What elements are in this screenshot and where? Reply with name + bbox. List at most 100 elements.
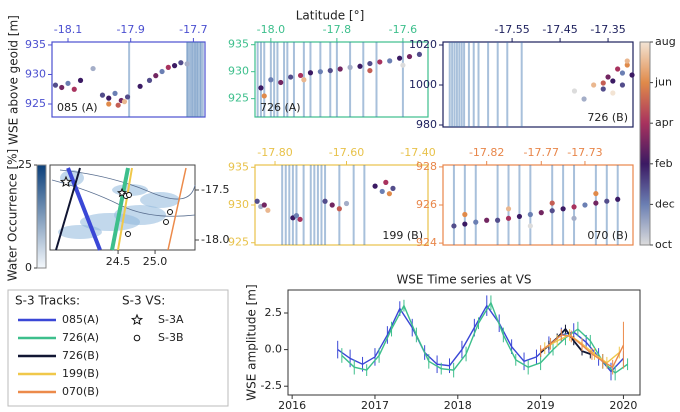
point [178, 60, 184, 66]
x-tick-label: -17.55 [494, 23, 529, 36]
y-tick-label: 925 [228, 92, 249, 105]
point [184, 61, 190, 67]
point [571, 204, 577, 210]
point [146, 77, 153, 83]
point [121, 99, 128, 105]
colorbar-tick-label: aug [655, 35, 676, 48]
y-tick-label: 930 [228, 65, 249, 78]
point [527, 211, 533, 218]
x-axis-label: Latitude [°] [296, 9, 365, 23]
x-tick-label: -17.6 [389, 23, 417, 36]
point [65, 80, 71, 86]
legend-label: 070(B) [62, 385, 99, 398]
point [593, 190, 599, 197]
x-tick-label: 2019 [527, 399, 555, 412]
vs-s3a [59, 175, 73, 188]
y-tick-label: 1000 [409, 78, 437, 91]
point [383, 179, 389, 185]
plot-area [51, 41, 206, 118]
point [52, 82, 59, 88]
point [397, 55, 403, 61]
x-tick-label: -17.40 [400, 146, 435, 159]
point [400, 62, 406, 68]
y-tick-label: 930 [228, 198, 249, 211]
y-tick-label: 930 [25, 67, 46, 80]
point [610, 90, 616, 96]
x-tick-label: -17.9 [116, 23, 144, 36]
point [484, 217, 490, 223]
legend-box [7, 289, 229, 407]
y-tick-label: 935 [228, 38, 249, 51]
colorbar-tick-label: 25 [18, 158, 32, 171]
point [153, 73, 159, 79]
point [505, 215, 512, 221]
track [110, 167, 130, 251]
point [406, 53, 413, 60]
point [77, 77, 84, 83]
vs-s3b [126, 192, 132, 198]
point [591, 82, 597, 88]
point [600, 80, 606, 86]
point [619, 82, 626, 88]
x-tick-label: 2017 [361, 399, 389, 412]
legend-marker [133, 334, 141, 342]
y-tick-label: 935 [228, 160, 249, 173]
point [624, 62, 630, 68]
point [124, 94, 131, 100]
point [527, 223, 533, 229]
y-tick-label: -18.0 [201, 233, 229, 246]
point [379, 188, 385, 195]
point [137, 83, 143, 89]
point [327, 67, 333, 74]
legend-label: S-3B [158, 331, 184, 344]
panel-label: 199 (B) [382, 229, 423, 242]
point [473, 219, 479, 225]
x-tick-label: -18.1 [54, 23, 82, 36]
colorbar-tick-label: apr [655, 116, 674, 129]
point [624, 58, 630, 64]
panel-label: 726 (A) [260, 101, 301, 114]
point [605, 74, 611, 80]
point [336, 206, 342, 212]
point [258, 85, 264, 91]
y-tick-label: 2.5 [265, 306, 283, 319]
x-tick-label: -17.82 [469, 146, 504, 159]
point [571, 88, 578, 94]
point [90, 65, 96, 72]
point [451, 223, 457, 229]
point [261, 202, 267, 208]
y-axis-label: WSE above geoid [m] [7, 15, 21, 145]
track [117, 167, 133, 251]
point [297, 72, 304, 79]
chart-title: WSE Time series at VS [396, 273, 531, 287]
colorbar-label: Water Occurrence [%] [6, 149, 20, 281]
y-tick-label: 980 [416, 118, 437, 131]
point [610, 78, 616, 84]
river [59, 169, 196, 200]
y-axis-label: WSE amplitude [m] [245, 284, 259, 400]
panel-label: 085 (A) [57, 101, 98, 114]
point [462, 211, 468, 218]
point [329, 202, 335, 208]
point [604, 198, 610, 204]
x-tick-label: 24.5 [106, 255, 131, 268]
water-area [140, 192, 180, 208]
vs-s3b [125, 231, 131, 237]
point [265, 207, 271, 213]
track [55, 167, 81, 251]
colorbar-tick-label: 0 [25, 261, 32, 274]
x-tick-label: 2020 [609, 399, 637, 412]
legend-label: 085(A) [62, 313, 99, 326]
x-tick-label: 25.0 [143, 255, 168, 268]
point [293, 212, 300, 219]
y-tick-label: -17.5 [201, 183, 229, 196]
vs-s3b [163, 219, 169, 225]
y-tick-label: 928 [416, 160, 437, 173]
plot-area [254, 41, 429, 118]
point [560, 206, 566, 212]
legend-label: S-3A [158, 313, 184, 326]
point [71, 86, 77, 92]
point [367, 60, 373, 67]
y-tick-label: 925 [25, 97, 46, 110]
point [343, 200, 350, 207]
